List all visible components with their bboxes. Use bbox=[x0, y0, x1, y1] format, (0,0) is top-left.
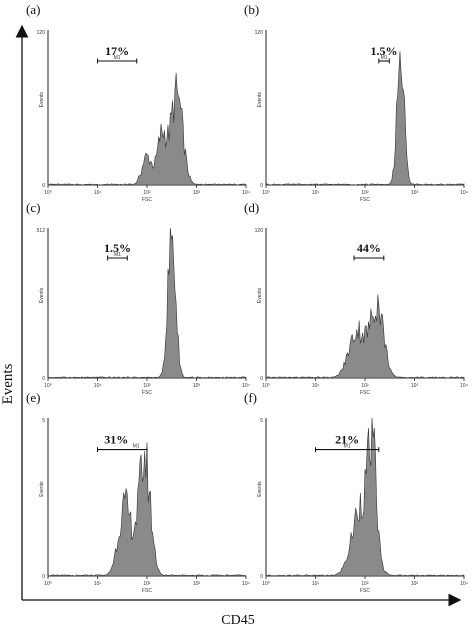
x-tick-label: 10⁴ bbox=[242, 383, 250, 389]
histogram-area bbox=[265, 51, 465, 186]
x-tick-label: 10⁴ bbox=[460, 190, 468, 196]
x-tick-label: 10² bbox=[143, 383, 151, 389]
x-tick-label: 10¹ bbox=[312, 383, 320, 389]
x-small-axis-label: FSC bbox=[360, 197, 370, 203]
gate-marker-label: M1 bbox=[114, 55, 121, 61]
y-tick-label: 0 bbox=[42, 183, 45, 189]
y-axis-small-label: Events bbox=[257, 481, 263, 497]
gate-percent-label: 1.5% bbox=[371, 44, 398, 58]
panel-label: (f) bbox=[244, 390, 257, 405]
x-tick-label: 10¹ bbox=[94, 383, 102, 389]
x-tick-label: 10³ bbox=[193, 383, 201, 389]
gate-percent-label: 17% bbox=[105, 44, 129, 58]
x-small-axis-label: FSC bbox=[360, 390, 370, 396]
y-tick-label: 120 bbox=[37, 30, 46, 36]
gate-marker-label: M1 bbox=[344, 444, 351, 450]
x-tick-label: 10⁴ bbox=[460, 383, 468, 389]
x-small-axis-label: FSC bbox=[360, 588, 370, 594]
gate-percent-label: 44% bbox=[357, 241, 381, 255]
x-tick-label: 10³ bbox=[411, 383, 419, 389]
panel-label: (b) bbox=[244, 2, 259, 17]
x-tick-label: 10² bbox=[361, 383, 369, 389]
y-tick-label: 5 bbox=[260, 418, 263, 424]
y-axis-small-label: Events bbox=[257, 287, 263, 303]
x-tick-label: 10⁰ bbox=[262, 190, 270, 196]
y-axis-small-label: Events bbox=[39, 481, 45, 497]
gate-marker-label: M1 bbox=[133, 444, 140, 450]
y-tick-label: 120 bbox=[255, 30, 264, 36]
gate-percent-label: 21% bbox=[335, 433, 359, 447]
x-tick-label: 10⁰ bbox=[44, 383, 52, 389]
x-tick-label: 10¹ bbox=[312, 581, 320, 587]
x-tick-label: 10⁰ bbox=[262, 383, 270, 389]
y-tick-label: 0 bbox=[260, 376, 263, 382]
x-tick-label: 10⁰ bbox=[44, 581, 52, 587]
x-tick-label: 10² bbox=[143, 190, 151, 196]
gate-marker-label: M1 bbox=[381, 55, 388, 61]
x-tick-label: 10³ bbox=[193, 190, 201, 196]
y-axis-small-label: Events bbox=[39, 92, 45, 108]
y-axis-small-label: Events bbox=[39, 287, 45, 303]
panel-label: (c) bbox=[26, 200, 40, 215]
x-tick-label: 10³ bbox=[193, 581, 201, 587]
x-tick-label: 10² bbox=[361, 190, 369, 196]
y-tick-label: 0 bbox=[42, 574, 45, 580]
figure-y-axis-label: Events bbox=[0, 363, 16, 404]
x-tick-label: 10⁴ bbox=[460, 581, 468, 587]
y-axis-small-label: Events bbox=[257, 92, 263, 108]
x-tick-label: 10² bbox=[143, 581, 151, 587]
x-tick-label: 10³ bbox=[411, 581, 419, 587]
y-tick-label: 0 bbox=[260, 183, 263, 189]
panel-label: (a) bbox=[26, 2, 40, 17]
y-tick-label: 120 bbox=[255, 228, 264, 234]
panel-label: (e) bbox=[26, 390, 40, 405]
x-tick-label: 10¹ bbox=[94, 581, 102, 587]
y-tick-label: 0 bbox=[42, 376, 45, 382]
panel-label: (d) bbox=[244, 200, 259, 215]
x-tick-label: 10² bbox=[361, 581, 369, 587]
gate-percent-label: 1.5% bbox=[104, 241, 131, 255]
histogram-area bbox=[265, 417, 465, 577]
x-tick-label: 10⁴ bbox=[242, 190, 250, 196]
x-small-axis-label: FSC bbox=[142, 197, 152, 203]
histogram-area bbox=[47, 227, 247, 379]
x-tick-label: 10¹ bbox=[94, 190, 102, 196]
x-tick-label: 10¹ bbox=[312, 190, 320, 196]
histogram-area bbox=[47, 442, 247, 577]
y-tick-label: 512 bbox=[37, 228, 46, 234]
gate-percent-label: 31% bbox=[104, 433, 128, 447]
figure-x-axis-label: CD45 bbox=[221, 613, 254, 628]
y-tick-label: 5 bbox=[42, 418, 45, 424]
gate-marker-label: M1 bbox=[114, 252, 121, 258]
x-small-axis-label: FSC bbox=[142, 588, 152, 594]
x-tick-label: 10³ bbox=[411, 190, 419, 196]
histogram-area bbox=[47, 72, 247, 186]
x-small-axis-label: FSC bbox=[142, 390, 152, 396]
histogram-area bbox=[265, 294, 465, 379]
x-tick-label: 10⁰ bbox=[262, 581, 270, 587]
y-tick-label: 0 bbox=[260, 574, 263, 580]
x-tick-label: 10⁰ bbox=[44, 190, 52, 196]
x-tick-label: 10⁴ bbox=[242, 581, 250, 587]
